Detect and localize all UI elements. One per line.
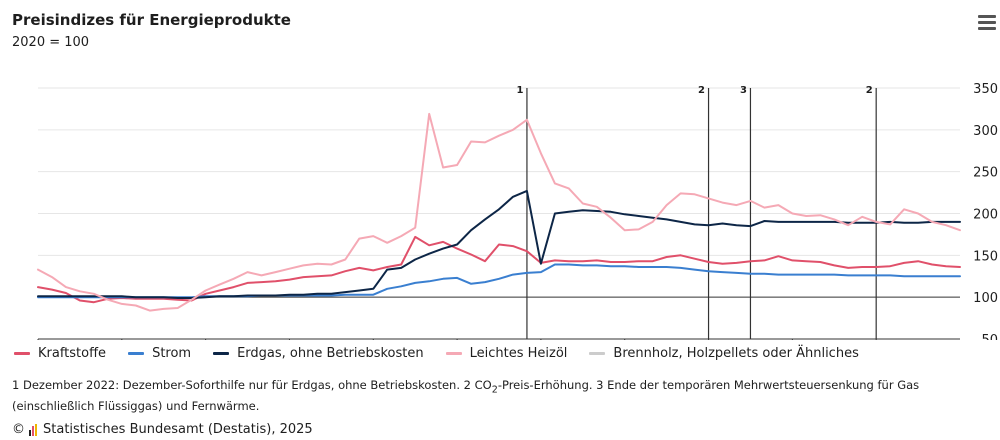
legend-label: Kraftstoffe [38, 346, 107, 361]
legend-item-kraftstoffe[interactable]: Kraftstoffe [14, 346, 106, 361]
y-tick-label: 350 [973, 82, 998, 97]
legend-swatch [128, 352, 145, 355]
event-marker-label: 3 [740, 85, 747, 96]
legend-item-brennholz[interactable]: Brennholz, Holzpellets oder Ähnliches [589, 346, 859, 361]
line-chart: 1 2 3 2 50100150200250300350Jan. '20Juli '2… [37, 82, 998, 340]
y-tick-label: 250 [973, 166, 998, 181]
legend-swatch [445, 352, 462, 355]
marker-lines: 1 2 3 2 [516, 85, 877, 339]
footnote: 1 Dezember 2022: Dezember-Soforthilfe nu… [12, 378, 920, 414]
legend-item-strom[interactable]: Strom [128, 346, 191, 361]
y-tick-label: 150 [973, 249, 998, 264]
series-line-erdgas-ohne-betriebskosten [37, 189, 961, 299]
series-lines [37, 112, 961, 312]
event-marker-label: 2 [866, 85, 873, 96]
destatis-logo-icon [29, 423, 37, 436]
y-tick-label: 200 [973, 208, 998, 223]
source-text: Statistisches Bundesamt (Destatis), 2025 [43, 422, 313, 437]
event-marker-label: 1 [516, 85, 523, 96]
legend-swatch [213, 352, 230, 355]
chart-subtitle: 2020 = 100 [12, 35, 90, 50]
legend-swatch [14, 352, 30, 355]
y-tick-label: 50 [981, 333, 998, 340]
legend-item-heizoel[interactable]: Leichtes Heizöl [445, 346, 568, 361]
event-marker-label: 2 [698, 85, 705, 96]
legend-label: Erdgas, ohne Betriebskosten [237, 346, 424, 361]
legend: Kraftstoffe Strom Erdgas, ohne Betriebsk… [14, 346, 859, 361]
legend-label: Leichtes Heizöl [469, 346, 568, 361]
y-tick-label: 300 [973, 124, 998, 139]
copyright-symbol: © [12, 422, 25, 437]
grid-lines [38, 87, 960, 340]
legend-label: Strom [152, 346, 192, 361]
legend-label: Brennholz, Holzpellets oder Ähnliches [613, 346, 859, 361]
series-line-kraftstoffe [37, 235, 961, 304]
legend-item-erdgas[interactable]: Erdgas, ohne Betriebskosten [213, 346, 424, 361]
legend-swatch [589, 352, 606, 355]
series-line-leichtes-heizöl [37, 112, 961, 312]
axes: 50100150200250300350Jan. '20Juli '20Jan.… [37, 82, 998, 340]
menu-icon[interactable] [978, 15, 996, 31]
y-tick-label: 100 [973, 291, 998, 306]
source-credit: © Statistisches Bundesamt (Destatis), 20… [12, 422, 313, 437]
series-line-strom [37, 263, 961, 299]
chart-title: Preisindizes für Energieprodukte [12, 11, 291, 29]
